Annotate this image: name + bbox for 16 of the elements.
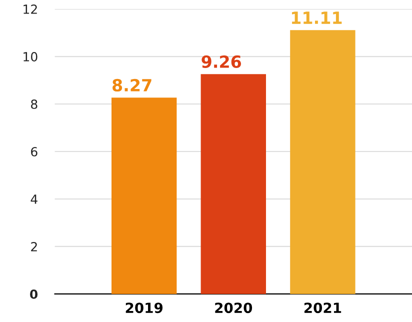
y-tick-label: 10	[24, 52, 38, 62]
bar	[112, 98, 177, 294]
y-tick-label: 8	[31, 99, 38, 109]
y-tick-label: 6	[31, 146, 38, 156]
bar	[200, 74, 266, 294]
y-tick-label: 12	[24, 4, 37, 14]
x-tick-label: 2019	[126, 302, 163, 314]
data-label: 9.26	[202, 55, 242, 68]
data-label: 11.11	[292, 12, 342, 24]
bar	[290, 30, 356, 294]
x-tick-label: 2020	[215, 302, 252, 314]
y-tick-label: 4	[30, 194, 38, 204]
data-label: 8.27	[112, 78, 152, 92]
x-tick-label: 2021	[304, 302, 342, 314]
y-tick-label: 2	[31, 242, 37, 252]
y-tick-label: 0	[30, 289, 38, 299]
